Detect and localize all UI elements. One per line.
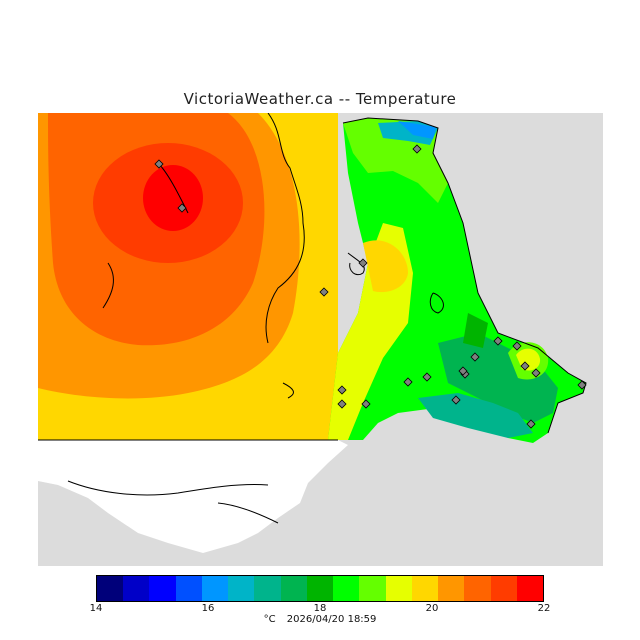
map-title: VictoriaWeather.ca -- Temperature bbox=[183, 90, 457, 108]
station-marker bbox=[531, 368, 541, 378]
tick-label: 18 bbox=[313, 603, 327, 614]
station-marker bbox=[451, 395, 461, 405]
station-marker bbox=[319, 287, 329, 297]
weather-stations bbox=[154, 144, 587, 429]
station-marker bbox=[177, 203, 187, 213]
station-marker bbox=[337, 385, 347, 395]
station-marker bbox=[512, 341, 522, 351]
west-temperature-field bbox=[38, 113, 338, 440]
color-swatch bbox=[254, 576, 281, 601]
color-swatch bbox=[201, 576, 229, 601]
color-scale-legend bbox=[96, 575, 544, 602]
station-marker bbox=[526, 419, 536, 429]
color-swatch bbox=[411, 576, 439, 601]
color-swatch bbox=[464, 576, 491, 601]
color-swatch bbox=[280, 576, 307, 601]
station-marker bbox=[361, 399, 371, 409]
station-marker bbox=[154, 159, 164, 169]
tick-label: 20 bbox=[425, 603, 439, 614]
water-area bbox=[38, 440, 348, 553]
color-swatch bbox=[123, 576, 150, 601]
tick-label: 16 bbox=[201, 603, 215, 614]
station-marker bbox=[520, 361, 530, 371]
station-marker bbox=[337, 399, 347, 409]
tick-label: 14 bbox=[89, 603, 103, 614]
coastlines bbox=[38, 113, 587, 524]
color-swatch bbox=[359, 576, 386, 601]
timestamp-label: 2026/04/20 18:59 bbox=[286, 614, 377, 625]
color-swatch bbox=[306, 576, 334, 601]
color-swatch bbox=[97, 576, 124, 601]
station-marker bbox=[493, 336, 503, 346]
station-marker bbox=[577, 380, 587, 390]
station-marker bbox=[412, 144, 422, 154]
station-marker bbox=[358, 258, 368, 268]
color-swatch bbox=[516, 576, 543, 601]
east-temperature-field bbox=[328, 118, 586, 443]
color-swatch bbox=[149, 576, 176, 601]
station-marker bbox=[422, 372, 432, 382]
color-swatch bbox=[175, 576, 202, 601]
color-swatch bbox=[385, 576, 412, 601]
legend-caption: °C 2026/04/20 18:59 bbox=[0, 614, 640, 625]
temperature-map bbox=[38, 113, 603, 566]
station-marker bbox=[470, 352, 480, 362]
color-swatch bbox=[490, 576, 517, 601]
color-swatch bbox=[438, 576, 465, 601]
unit-label: °C bbox=[263, 614, 276, 625]
tick-label: 22 bbox=[537, 603, 551, 614]
color-scale-ticks: 14 16 18 20 22 bbox=[90, 603, 551, 617]
color-swatch bbox=[333, 576, 360, 601]
station-marker bbox=[458, 366, 468, 376]
color-swatch bbox=[228, 576, 255, 601]
station-marker bbox=[403, 377, 413, 387]
